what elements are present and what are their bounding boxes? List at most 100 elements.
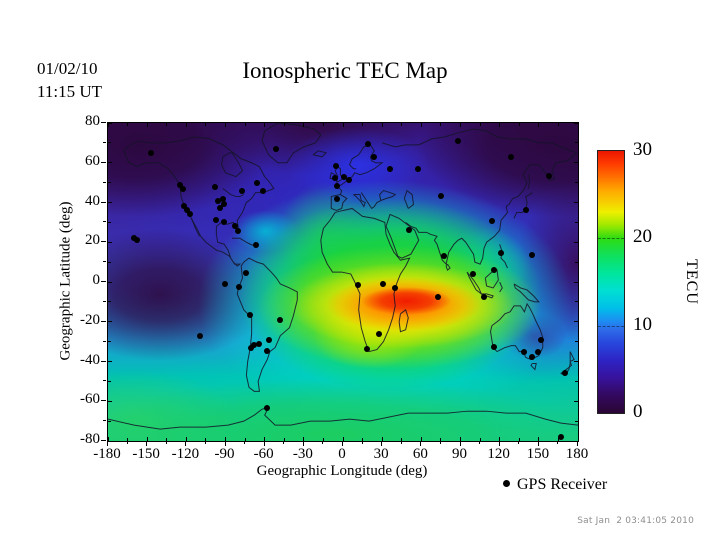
gps-receiver-dot xyxy=(234,228,241,235)
datetime-block: 01/02/10 11:15 UT xyxy=(37,57,102,103)
axis-tick xyxy=(361,441,363,444)
gps-receiver-dot xyxy=(266,336,273,343)
axis-tick xyxy=(557,441,559,444)
axis-tick xyxy=(264,437,266,441)
axis-tick xyxy=(577,123,579,127)
axis-tick xyxy=(303,123,305,127)
date-label: 01/02/10 xyxy=(37,59,98,78)
axis-tick xyxy=(263,441,265,446)
x-tick-label: -30 xyxy=(292,446,313,462)
gps-receiver-dot xyxy=(346,177,353,184)
colorbar-tick-label: 10 xyxy=(633,313,652,335)
axis-tick xyxy=(577,441,578,446)
axis-tick xyxy=(342,123,344,127)
y-tick-label: 0 xyxy=(92,272,101,288)
axis-tick xyxy=(479,438,481,441)
gps-receiver-dot xyxy=(333,163,340,170)
colorbar-gridline xyxy=(598,325,624,327)
axis-tick xyxy=(574,400,578,402)
render-timestamp: Sat Jan 2 03:41:05 2010 xyxy=(577,516,694,526)
axis-tick xyxy=(574,321,578,323)
colorbar-title: TECU xyxy=(683,259,700,305)
axis-tick xyxy=(103,340,106,342)
axis-tick xyxy=(283,123,285,126)
axis-tick xyxy=(244,123,246,126)
axis-tick xyxy=(101,241,106,243)
x-tick-label: -180 xyxy=(93,446,121,462)
x-tick-label: 60 xyxy=(412,446,428,462)
axis-tick xyxy=(108,142,111,144)
colorbar xyxy=(597,150,625,414)
gps-receiver-dot xyxy=(183,207,190,214)
gps-receiver-dot xyxy=(470,271,477,278)
gps-receiver-dot xyxy=(334,182,341,189)
gps-receiver-dot xyxy=(355,281,361,288)
axis-tick xyxy=(575,221,578,223)
gps-receiver-dot xyxy=(277,316,284,323)
gps-receiver-dot xyxy=(534,349,541,356)
axis-tick xyxy=(575,341,578,343)
axis-tick xyxy=(303,437,305,441)
axis-tick xyxy=(362,123,364,126)
time-label: 11:15 UT xyxy=(37,82,103,101)
axis-tick xyxy=(574,361,578,362)
axis-tick xyxy=(108,281,112,283)
axis-tick xyxy=(342,437,344,441)
axis-tick xyxy=(101,201,106,203)
axis-tick xyxy=(283,438,285,441)
y-tick-label: 60 xyxy=(85,152,100,169)
axis-tick xyxy=(574,162,578,164)
x-tick-label: 150 xyxy=(526,446,550,462)
gps-receiver-dot xyxy=(538,336,545,343)
gps-receiver-dot xyxy=(491,267,498,274)
x-tick-label: 90 xyxy=(452,446,467,462)
y-tick-label: 80 xyxy=(85,113,100,129)
axis-tick xyxy=(420,437,422,441)
axis-tick xyxy=(518,123,520,126)
axis-tick xyxy=(108,400,112,402)
axis-tick xyxy=(126,441,128,444)
gps-receiver-dot xyxy=(454,137,461,144)
x-tick-label: -90 xyxy=(214,446,235,462)
axis-tick xyxy=(108,420,111,422)
axis-tick xyxy=(577,437,579,441)
y-tick-label: -20 xyxy=(80,311,100,328)
axis-tick xyxy=(103,300,106,302)
gps-receiver-dot xyxy=(250,341,257,348)
axis-tick xyxy=(460,123,461,127)
axis-tick xyxy=(108,341,111,343)
y-tick-label: -60 xyxy=(80,391,100,408)
axis-tick xyxy=(381,441,383,446)
axis-tick xyxy=(108,380,111,382)
axis-tick xyxy=(103,380,106,382)
axis-tick xyxy=(322,123,324,126)
axis-tick xyxy=(244,441,246,444)
gps-receiver-dot xyxy=(221,219,228,226)
y-axis-title: Geographic Latitude (deg) xyxy=(57,201,74,361)
gps-receiver-dot xyxy=(235,283,242,290)
axis-tick xyxy=(518,438,520,441)
gps-receiver-dot xyxy=(341,173,348,180)
gps-receiver-dot xyxy=(255,341,262,348)
axis-tick xyxy=(499,437,501,441)
axis-tick xyxy=(575,301,578,303)
gps-receiver-marker-icon xyxy=(503,480,510,487)
axis-tick xyxy=(574,122,578,124)
axis-tick xyxy=(538,123,540,127)
axis-tick xyxy=(322,441,324,444)
axis-tick xyxy=(574,281,578,283)
axis-tick xyxy=(108,361,112,362)
axis-tick xyxy=(498,441,500,446)
axis-tick xyxy=(108,162,112,164)
axis-tick xyxy=(205,438,207,441)
axis-tick xyxy=(557,123,559,126)
gps-receiver-dot xyxy=(507,153,514,160)
axis-tick xyxy=(440,438,442,441)
x-tick-label: -150 xyxy=(132,446,160,462)
page-title: Ionospheric TEC Map xyxy=(242,58,448,83)
gps-receiver-dot xyxy=(213,217,220,224)
axis-tick xyxy=(127,438,129,441)
axis-tick xyxy=(342,441,343,446)
plot-area xyxy=(107,122,579,442)
axis-tick xyxy=(575,380,578,382)
